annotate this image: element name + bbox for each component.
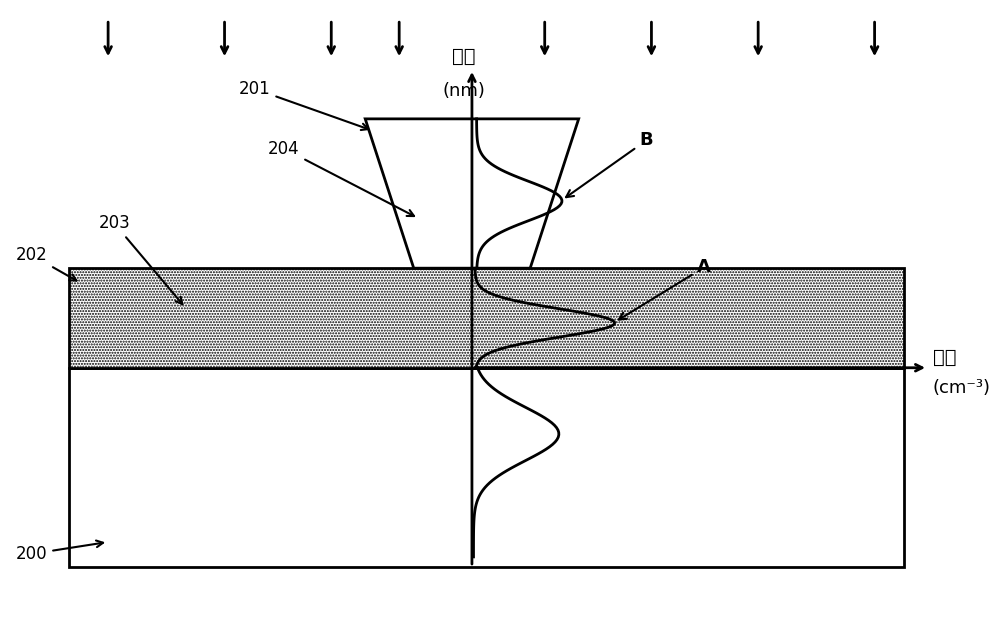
Text: 200: 200 bbox=[16, 541, 103, 563]
Text: A: A bbox=[619, 259, 711, 320]
Text: B: B bbox=[566, 131, 653, 197]
Text: 202: 202 bbox=[16, 246, 77, 280]
Text: 203: 203 bbox=[98, 214, 182, 304]
Text: 201: 201 bbox=[239, 80, 368, 130]
Polygon shape bbox=[365, 119, 579, 268]
Bar bbox=[69, 268, 904, 368]
Text: (cm⁻³): (cm⁻³) bbox=[933, 379, 991, 397]
Text: 深度: 深度 bbox=[452, 47, 476, 66]
Bar bbox=[69, 368, 904, 567]
Text: 浓度: 浓度 bbox=[933, 348, 956, 368]
Text: (nm): (nm) bbox=[443, 82, 486, 100]
Text: 204: 204 bbox=[268, 140, 414, 216]
